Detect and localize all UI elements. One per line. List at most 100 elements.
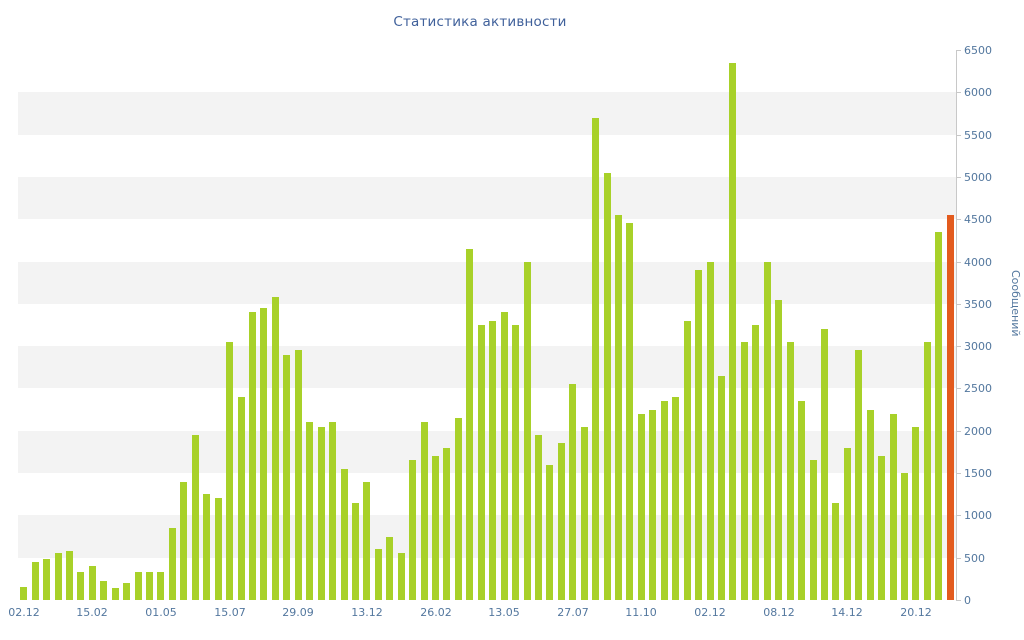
y-tick-label: 1000	[964, 509, 992, 522]
grid-band	[18, 176, 956, 220]
bar	[512, 325, 519, 600]
bar	[684, 321, 691, 600]
x-tick-label: 15.02	[76, 606, 108, 619]
bar	[169, 528, 176, 600]
bar	[77, 572, 84, 600]
y-axis-tick	[956, 473, 961, 474]
bar	[695, 270, 702, 600]
x-tick-label: 26.02	[420, 606, 452, 619]
x-tick-label: 13.05	[488, 606, 520, 619]
y-axis-title: Сообщений	[1009, 270, 1022, 337]
bar	[890, 414, 897, 600]
bar	[764, 262, 771, 600]
bar	[123, 583, 130, 600]
x-tick-label: 15.07	[214, 606, 246, 619]
bar	[146, 572, 153, 600]
bar	[775, 300, 782, 600]
bar	[249, 312, 256, 600]
x-tick-label: 11.10	[625, 606, 657, 619]
grid-band	[18, 92, 956, 135]
bar	[89, 566, 96, 600]
chart-title: Статистика активности	[393, 14, 567, 30]
y-tick-label: 4000	[964, 256, 992, 269]
y-axis-tick	[956, 92, 961, 93]
y-tick-label: 3500	[964, 298, 992, 311]
y-tick-label: 6500	[964, 44, 992, 57]
y-axis-tick	[956, 219, 961, 220]
bar	[215, 498, 222, 600]
y-axis-tick	[956, 388, 961, 389]
bar	[855, 350, 862, 600]
bar	[878, 456, 885, 600]
bar	[55, 553, 62, 600]
bar	[901, 473, 908, 600]
y-axis-tick	[956, 558, 961, 559]
x-tick-label: 29.09	[282, 606, 314, 619]
x-tick-label: 01.05	[145, 606, 177, 619]
bar	[912, 427, 919, 600]
y-tick-label: 2500	[964, 382, 992, 395]
bar	[157, 572, 164, 600]
y-tick-label: 4500	[964, 213, 992, 226]
y-axis	[956, 50, 957, 600]
y-axis-tick	[956, 177, 961, 178]
bar	[935, 232, 942, 600]
bar	[272, 297, 279, 600]
bar	[341, 469, 348, 600]
bar	[924, 342, 931, 600]
bar	[844, 448, 851, 600]
y-axis-tick	[956, 304, 961, 305]
bar	[524, 262, 531, 600]
grid-band	[18, 261, 956, 304]
y-tick-label: 2000	[964, 425, 992, 438]
bar	[421, 422, 428, 600]
bar	[832, 503, 839, 600]
y-tick-label: 6000	[964, 86, 992, 99]
bar	[546, 465, 553, 600]
bar	[615, 215, 622, 600]
bar	[455, 418, 462, 600]
bar	[592, 118, 599, 600]
bar	[226, 342, 233, 600]
bar	[66, 551, 73, 600]
bar	[581, 427, 588, 600]
bar	[466, 249, 473, 600]
bar	[318, 427, 325, 600]
bar	[375, 549, 382, 600]
y-tick-label: 0	[964, 594, 971, 607]
y-tick-label: 500	[964, 552, 985, 565]
bar	[135, 572, 142, 600]
bar	[363, 482, 370, 600]
bar	[672, 397, 679, 600]
bar	[306, 422, 313, 600]
bar	[501, 312, 508, 600]
bar	[798, 401, 805, 600]
y-tick-label: 5000	[964, 171, 992, 184]
x-tick-label: 14.12	[831, 606, 863, 619]
bar	[43, 559, 50, 600]
x-tick-label: 08.12	[763, 606, 795, 619]
x-tick-label: 02.12	[8, 606, 40, 619]
bar	[649, 410, 656, 600]
bar	[409, 460, 416, 600]
bar	[386, 537, 393, 600]
bar	[787, 342, 794, 600]
bar	[638, 414, 645, 600]
x-tick-label: 27.07	[557, 606, 589, 619]
bar	[867, 410, 874, 600]
y-axis-tick	[956, 346, 961, 347]
y-axis-tick	[956, 600, 961, 601]
x-tick-label: 13.12	[351, 606, 383, 619]
bar	[558, 443, 565, 600]
bar	[100, 581, 107, 600]
bar	[718, 376, 725, 600]
bar	[626, 223, 633, 600]
bar	[180, 482, 187, 600]
bar	[707, 262, 714, 600]
bar	[352, 503, 359, 600]
y-axis-tick	[956, 50, 961, 51]
bar	[192, 435, 199, 600]
bar	[443, 448, 450, 600]
bar	[535, 435, 542, 600]
